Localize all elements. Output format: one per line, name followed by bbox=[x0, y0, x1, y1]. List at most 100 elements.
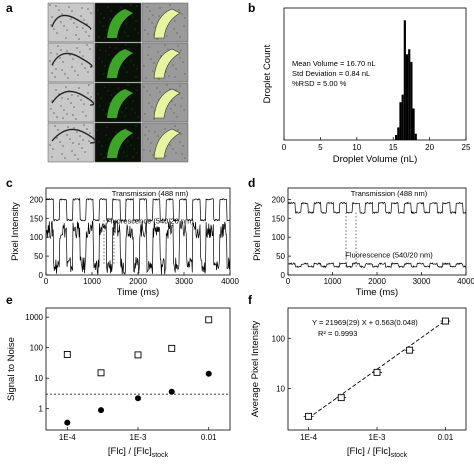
y-tick-label: 0 bbox=[39, 271, 44, 280]
micrograph-speckle bbox=[77, 158, 79, 160]
micrograph-speckle bbox=[81, 147, 83, 149]
micrograph-speckle bbox=[164, 44, 166, 46]
data-point-square bbox=[373, 368, 381, 376]
micrograph-speckle bbox=[166, 84, 168, 86]
micrograph-speckle bbox=[169, 144, 171, 146]
micrograph-speckle bbox=[127, 84, 129, 86]
micrograph-speckle bbox=[122, 103, 124, 105]
micrograph-speckle bbox=[172, 148, 174, 150]
micrograph-speckle bbox=[182, 145, 184, 147]
micrograph-speckle bbox=[111, 58, 113, 60]
micrograph-speckle bbox=[66, 50, 68, 52]
micrograph-speckle bbox=[73, 127, 75, 129]
micrograph-speckle bbox=[97, 93, 99, 95]
micrograph-speckle bbox=[166, 35, 168, 37]
micrograph-speckle bbox=[74, 70, 76, 72]
micrograph-speckle bbox=[56, 53, 58, 55]
y-tick-label: 0 bbox=[281, 271, 286, 280]
micrograph-speckle bbox=[61, 69, 63, 71]
micrograph-speckle bbox=[70, 18, 72, 20]
micrograph-speckle bbox=[123, 151, 125, 153]
micrograph-speckle bbox=[71, 94, 73, 96]
series-label: Fluorescence (540/20 nm) bbox=[106, 217, 194, 226]
y-axis-title: Average Pixel Intensity bbox=[250, 321, 261, 418]
x-tick-label: 25 bbox=[462, 143, 471, 152]
micrograph-speckle bbox=[99, 105, 101, 107]
data-point-square bbox=[134, 351, 142, 359]
micrograph-speckle bbox=[148, 130, 150, 132]
x-axis-title: Time (ms) bbox=[117, 287, 159, 298]
micrograph-speckle bbox=[82, 111, 84, 113]
micrograph-speckle bbox=[86, 128, 88, 130]
micrograph-speckle bbox=[157, 135, 159, 137]
micrograph-speckle bbox=[126, 155, 128, 157]
overlay-droplet bbox=[153, 8, 181, 39]
trace-line bbox=[45, 197, 231, 222]
y-tick-label: 100 bbox=[272, 233, 286, 242]
micrograph-speckle bbox=[109, 18, 111, 20]
panel-letter-a: a bbox=[6, 1, 13, 15]
data-point-circle bbox=[135, 395, 141, 402]
micrograph-speckle bbox=[176, 32, 178, 34]
histogram-bar bbox=[395, 134, 398, 140]
micrograph-speckle bbox=[130, 4, 132, 6]
data-point-square bbox=[97, 369, 105, 377]
micrograph-speckle bbox=[80, 15, 82, 17]
micrograph-speckle bbox=[104, 37, 106, 39]
micrograph-speckle bbox=[125, 107, 127, 109]
micrograph-speckle bbox=[114, 118, 116, 120]
micrograph-speckle bbox=[152, 14, 154, 16]
data-point-square bbox=[441, 317, 449, 325]
micrograph-speckle bbox=[101, 145, 103, 147]
micrograph-speckle bbox=[88, 140, 90, 142]
micrograph-speckle bbox=[76, 47, 78, 49]
micrograph-speckle bbox=[182, 61, 184, 63]
micrograph-speckle bbox=[90, 12, 92, 14]
micrograph-speckle bbox=[117, 38, 119, 40]
micrograph-speckle bbox=[90, 96, 92, 98]
micrograph-speckle bbox=[180, 105, 182, 107]
micrograph-speckle bbox=[55, 5, 57, 7]
micrograph-speckle bbox=[147, 138, 149, 140]
micrograph-speckle bbox=[144, 113, 146, 115]
micrograph-speckle bbox=[174, 125, 176, 127]
micrograph-speckle bbox=[145, 126, 147, 128]
trace-line bbox=[287, 201, 467, 215]
micrograph-speckle bbox=[103, 73, 105, 75]
micrograph-speckle bbox=[80, 99, 82, 101]
y-axis-title: Pixel Intensity bbox=[252, 202, 263, 261]
micrograph-speckle bbox=[184, 17, 186, 19]
x-tick-label: 1000 bbox=[83, 277, 101, 286]
data-point-circle bbox=[205, 370, 212, 377]
plot-frame bbox=[45, 307, 231, 431]
histogram-bar bbox=[397, 127, 400, 140]
micrograph-speckle bbox=[102, 25, 104, 27]
micrograph-speckle bbox=[131, 136, 133, 138]
micrograph-speckle bbox=[135, 125, 137, 127]
micrograph-speckle bbox=[107, 6, 109, 8]
micrograph-speckle bbox=[71, 66, 73, 68]
trace-plot-c: Transmission (488 nm) Fluorescence (540/2… bbox=[10, 187, 239, 298]
micrograph-speckle bbox=[181, 153, 183, 155]
micrograph-speckle bbox=[83, 124, 85, 126]
micrograph-speckle bbox=[158, 78, 160, 80]
micrograph-speckle bbox=[52, 148, 54, 150]
micrograph-speckle bbox=[144, 29, 146, 31]
micrograph-speckle bbox=[151, 22, 153, 24]
histogram-bar bbox=[410, 61, 413, 140]
x-tick-label: 0.01 bbox=[438, 433, 454, 442]
series-label: Fluorescence (540/20 nm) bbox=[345, 251, 433, 260]
data-point-square bbox=[337, 394, 345, 402]
micrograph-speckle bbox=[110, 10, 112, 12]
micrograph-speckle bbox=[143, 149, 145, 151]
micrograph-speckle bbox=[174, 76, 176, 78]
micrograph-speckle bbox=[136, 68, 138, 70]
micrograph-speckle bbox=[86, 23, 88, 25]
micrograph-speckle bbox=[125, 44, 127, 46]
micrograph-speckle bbox=[84, 151, 86, 153]
plot-frame bbox=[287, 187, 467, 276]
micrograph-speckle bbox=[88, 35, 90, 37]
micrograph-speckle bbox=[155, 158, 157, 160]
data-point-square bbox=[305, 412, 313, 420]
